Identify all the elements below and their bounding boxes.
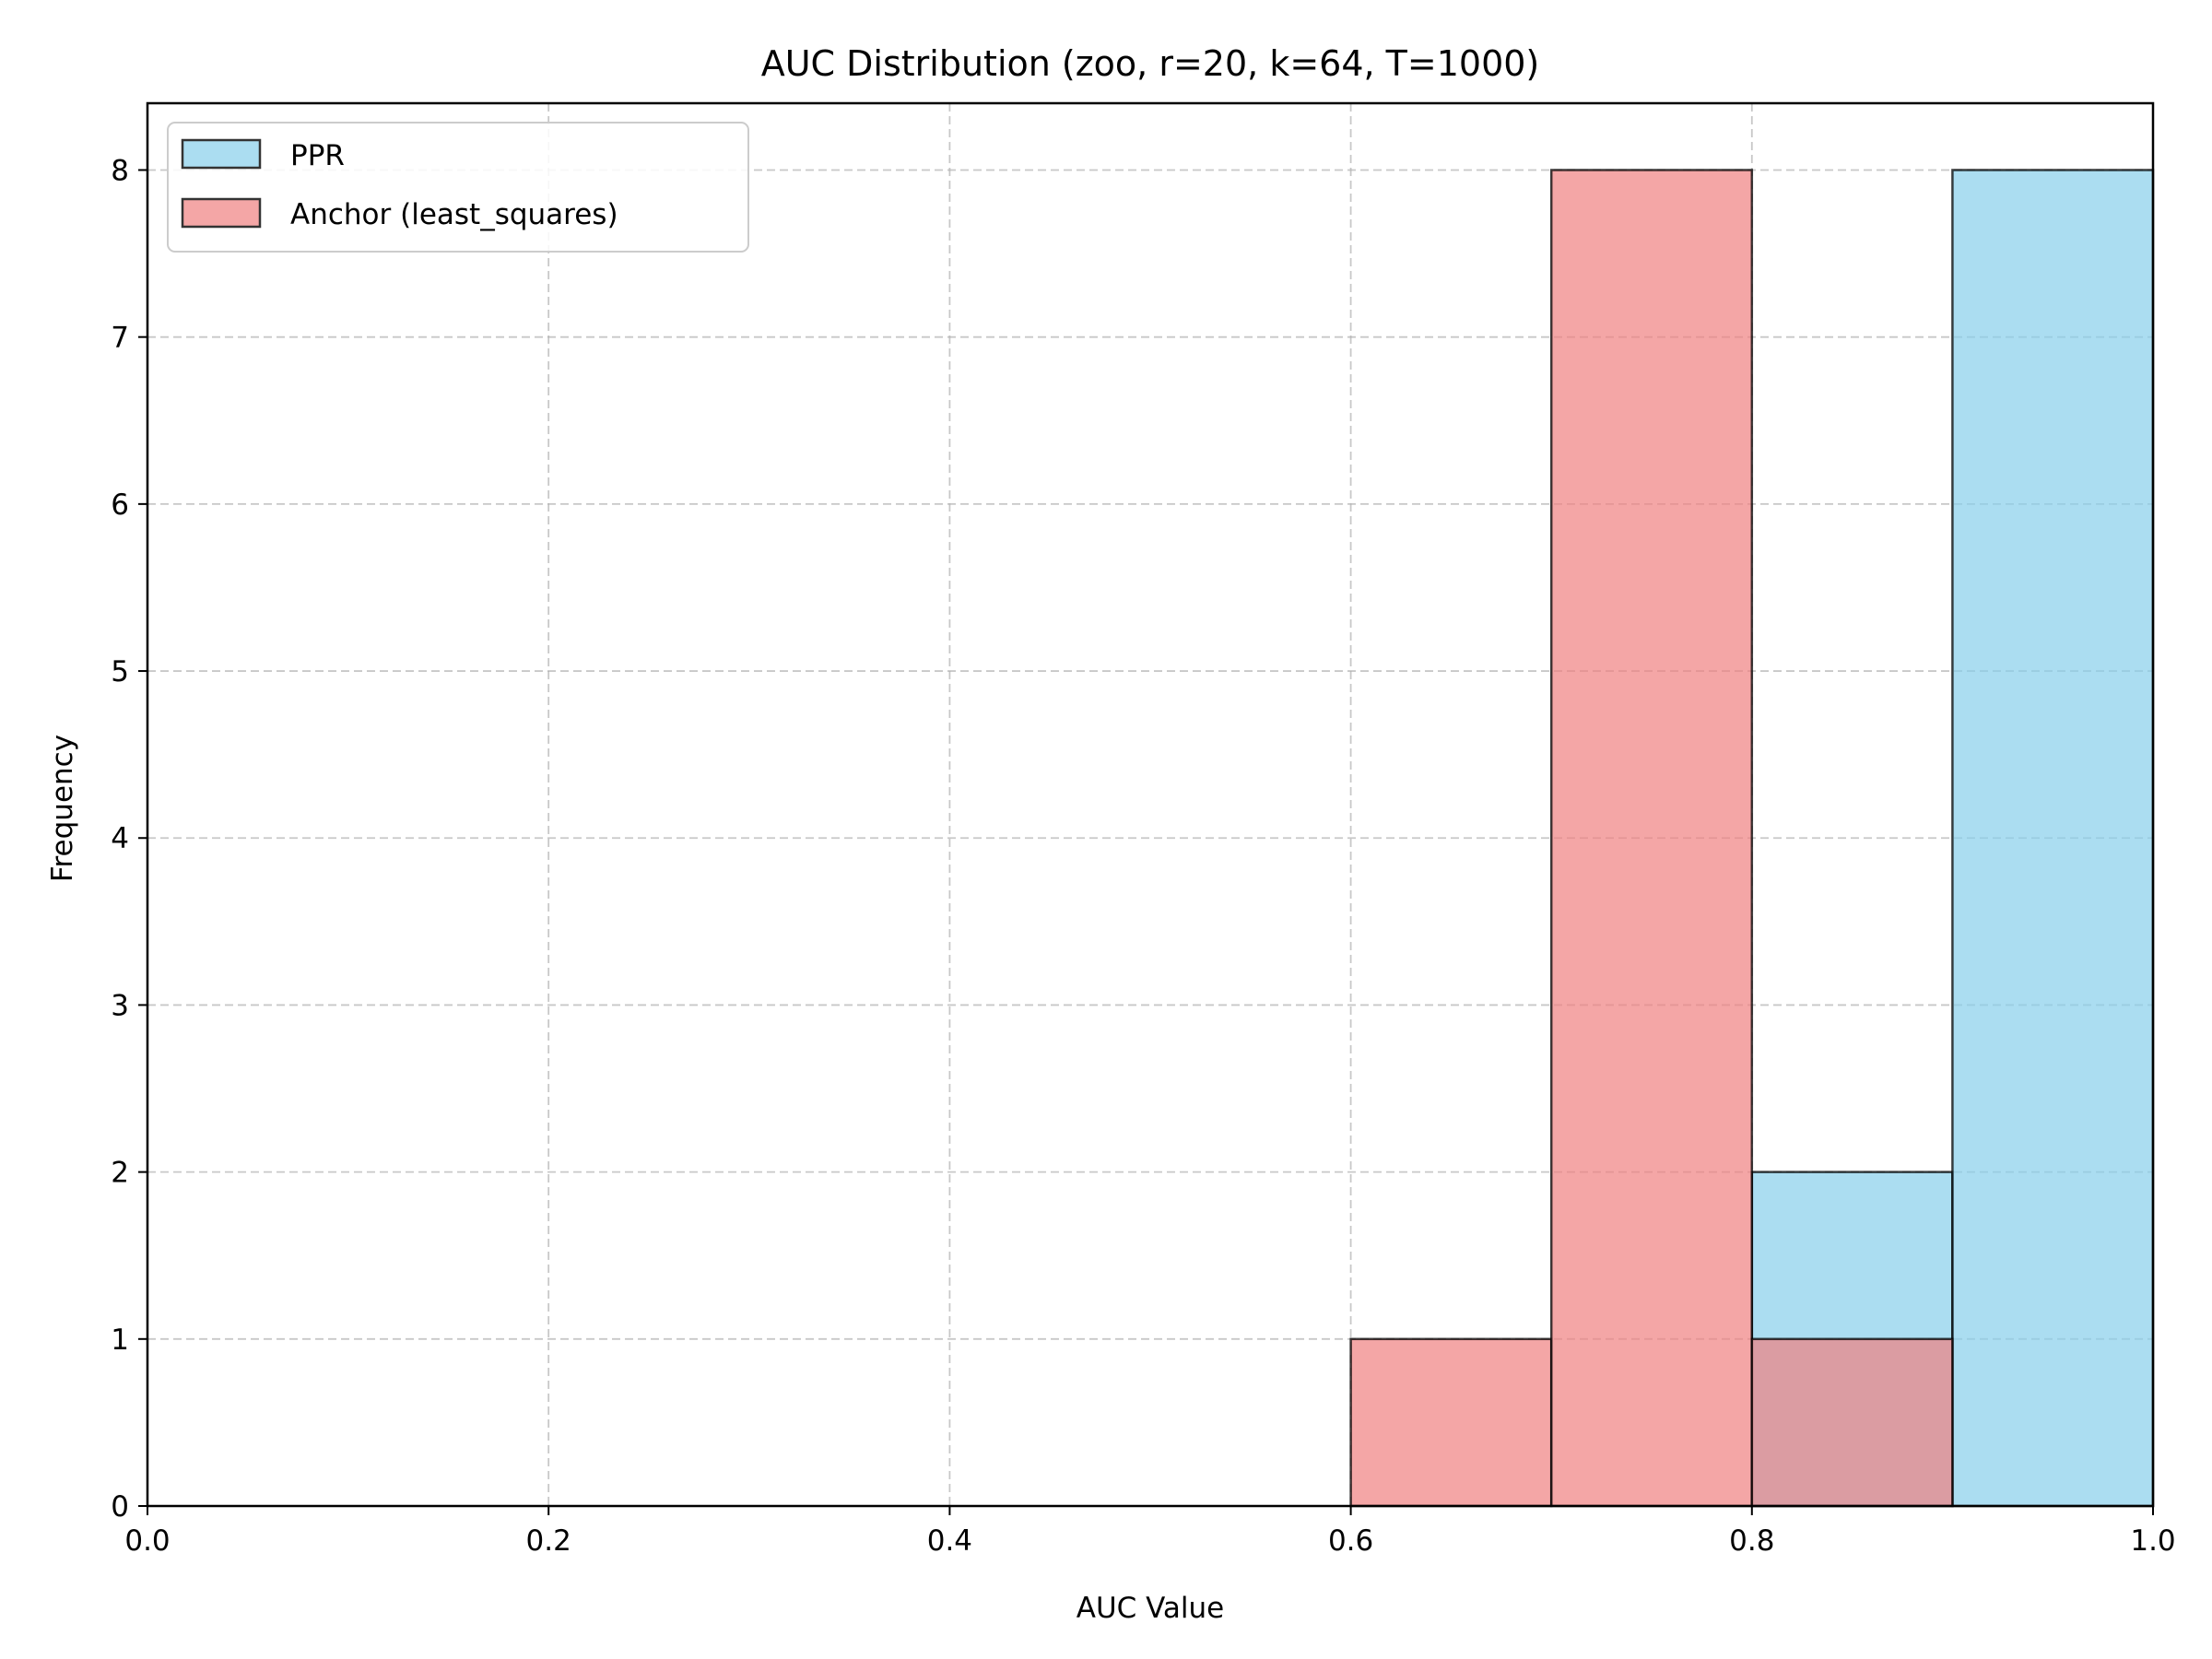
legend-label-ppr: PPR bbox=[290, 139, 345, 172]
y-tick-label: 5 bbox=[111, 655, 129, 688]
legend-frame bbox=[167, 122, 749, 253]
legend-swatch-anchor bbox=[181, 197, 262, 229]
x-tick-label: 0.2 bbox=[526, 1524, 571, 1558]
bar-anchor-least-squares bbox=[1750, 1337, 1954, 1508]
y-tick-label: 4 bbox=[111, 822, 129, 855]
axis-ticks: 0.0 0.2 0.4 0.6 0.8 1.0 0 1 2 3 4 5 6 7 8 bbox=[111, 154, 2175, 1558]
y-tick-label: 6 bbox=[111, 488, 129, 522]
legend: PPR Anchor (least_squares) bbox=[167, 122, 749, 253]
x-axis-label: AUC Value bbox=[1077, 1592, 1225, 1625]
y-tick-label: 3 bbox=[111, 989, 129, 1022]
y-tick-label: 2 bbox=[111, 1157, 129, 1190]
y-axis-label: Frequency bbox=[46, 735, 79, 882]
x-tick-label: 0.0 bbox=[124, 1524, 170, 1558]
x-tick-label: 1.0 bbox=[2130, 1524, 2175, 1558]
x-tick-label: 0.4 bbox=[927, 1524, 972, 1558]
x-tick-label: 0.6 bbox=[1328, 1524, 1373, 1558]
legend-label-anchor: Anchor (least_squares) bbox=[290, 198, 618, 231]
bar-anchor-least-squares bbox=[1549, 169, 1754, 1508]
y-tick-label: 0 bbox=[111, 1490, 129, 1524]
bar-ppr bbox=[1951, 169, 2155, 1508]
plot-frame bbox=[146, 101, 2155, 1508]
y-tick-label: 7 bbox=[111, 322, 129, 355]
bars bbox=[1349, 169, 2155, 1508]
x-tick-label: 0.8 bbox=[1729, 1524, 1774, 1558]
bar-anchor-least-squares bbox=[1349, 1337, 1553, 1508]
chart-title: AUC Distribution (zoo, r=20, k=64, T=100… bbox=[761, 43, 1540, 84]
legend-swatch-ppr bbox=[181, 138, 262, 170]
y-tick-label: 1 bbox=[111, 1324, 129, 1357]
y-tick-label: 8 bbox=[111, 154, 129, 187]
